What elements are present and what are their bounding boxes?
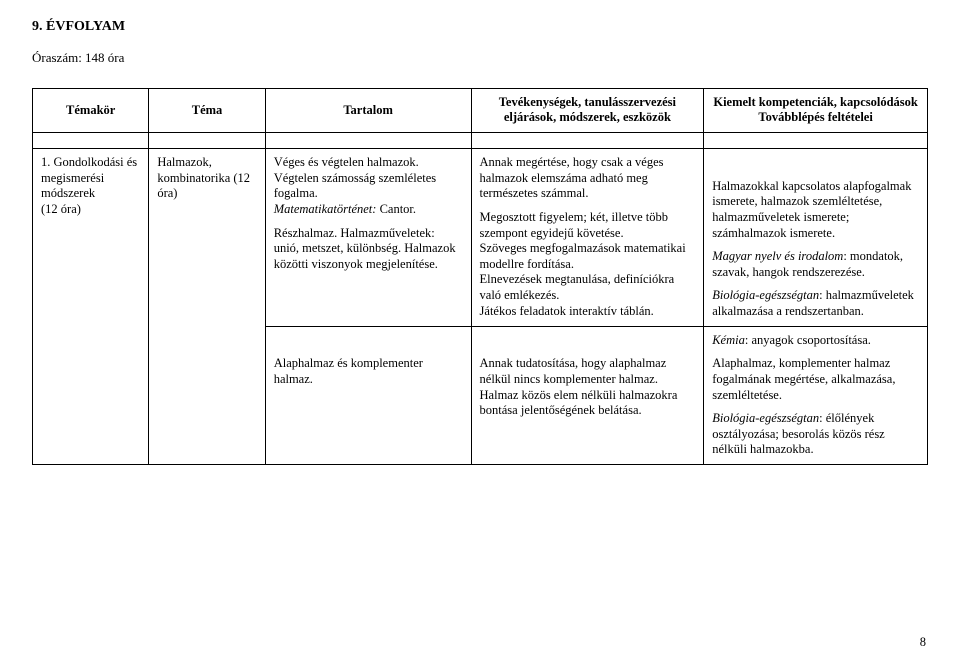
curriculum-table: Témakör Téma Tartalom Tevékenységek, tan… — [32, 88, 928, 465]
italic-text: Kémia — [712, 333, 745, 347]
col-header-kompetenciak: Kiemelt kompetenciák, kapcsolódásokTováb… — [704, 88, 928, 132]
page-number: 8 — [920, 635, 926, 651]
italic-text: Biológia-egészségtan — [712, 288, 819, 302]
text-block: Megosztott figyelem; két, illetve több s… — [480, 210, 696, 319]
text-block: Véges és végtelen halmazok. Végtelen szá… — [274, 155, 436, 200]
page-subtitle: Óraszám: 148 óra — [32, 50, 928, 66]
page-title: 9. ÉVFOLYAM — [32, 18, 928, 36]
cell-tevekenysegek: Annak megértése, hogy csak a véges halma… — [471, 149, 704, 327]
spacer-row — [33, 133, 928, 149]
col-header-tema: Téma — [149, 88, 265, 132]
col-header-tartalom: Tartalom — [265, 88, 471, 132]
cell-kompetenciak: Halmazokkal kapcsolatos alapfogalmak ism… — [704, 149, 928, 327]
text-block: Annak tudatosítása, hogy alaphalmaz nélk… — [480, 356, 696, 419]
text-tail: : anyagok csoportosítása. — [745, 333, 871, 347]
text-block: Részhalmaz. Halmazműveletek: unió, metsz… — [274, 226, 463, 273]
cell-temakor: 1. Gondolkodási és megismerési módszerek… — [33, 149, 149, 465]
text-block: Alaphalmaz, komplementer halmaz fogalmán… — [712, 356, 919, 403]
table-row: 1. Gondolkodási és megismerési módszerek… — [33, 149, 928, 327]
italic-text: Biológia-egészségtan — [712, 411, 819, 425]
cell-tevekenysegek: Annak tudatosítása, hogy alaphalmaz nélk… — [471, 326, 704, 464]
text-block: Halmazokkal kapcsolatos alapfogalmak ism… — [712, 179, 919, 242]
table-header-row: Témakör Téma Tartalom Tevékenységek, tan… — [33, 88, 928, 132]
cell-tartalom: Véges és végtelen halmazok. Végtelen szá… — [265, 149, 471, 327]
col-header-tevekenysegek: Tevékenységek, tanulásszervezési eljárás… — [471, 88, 704, 132]
cell-tartalom: Alaphalmaz és komplementer halmaz. — [265, 326, 471, 464]
cell-kompetenciak: Kémia: anyagok csoportosítása. Alaphalma… — [704, 326, 928, 464]
cell-tema: Halmazok, kombinatorika (12 óra) — [149, 149, 265, 465]
text-block: Alaphalmaz és komplementer halmaz. — [274, 356, 463, 387]
text-block: Annak megértése, hogy csak a véges halma… — [480, 155, 696, 202]
italic-text: Magyar nyelv és irodalom — [712, 249, 843, 263]
col-header-temakor: Témakör — [33, 88, 149, 132]
text-tail: Cantor. — [376, 202, 416, 216]
italic-text: Matematikatörténet: — [274, 202, 377, 216]
